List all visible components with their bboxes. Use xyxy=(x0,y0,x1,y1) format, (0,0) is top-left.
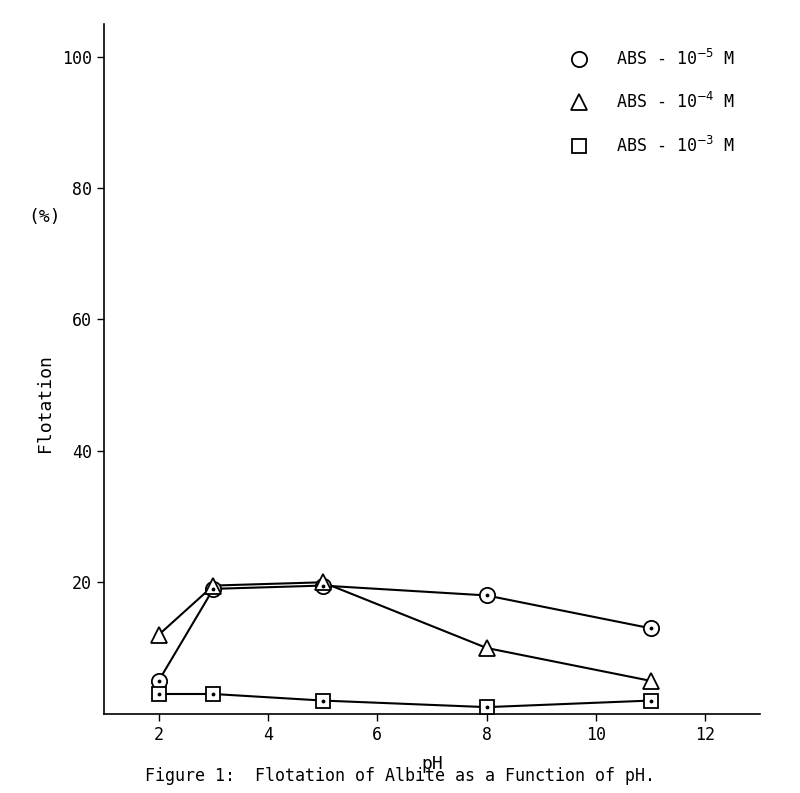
Text: Figure 1:  Flotation of Albite as a Function of pH.: Figure 1: Flotation of Albite as a Funct… xyxy=(145,767,655,785)
Text: (%): (%) xyxy=(29,208,62,226)
Text: Flotation: Flotation xyxy=(36,354,54,452)
X-axis label: pH: pH xyxy=(421,755,443,772)
Legend: ABS - 10$^{-5}$ M, ABS - 10$^{-4}$ M, ABS - 10$^{-3}$ M: ABS - 10$^{-5}$ M, ABS - 10$^{-4}$ M, AB… xyxy=(546,33,752,172)
